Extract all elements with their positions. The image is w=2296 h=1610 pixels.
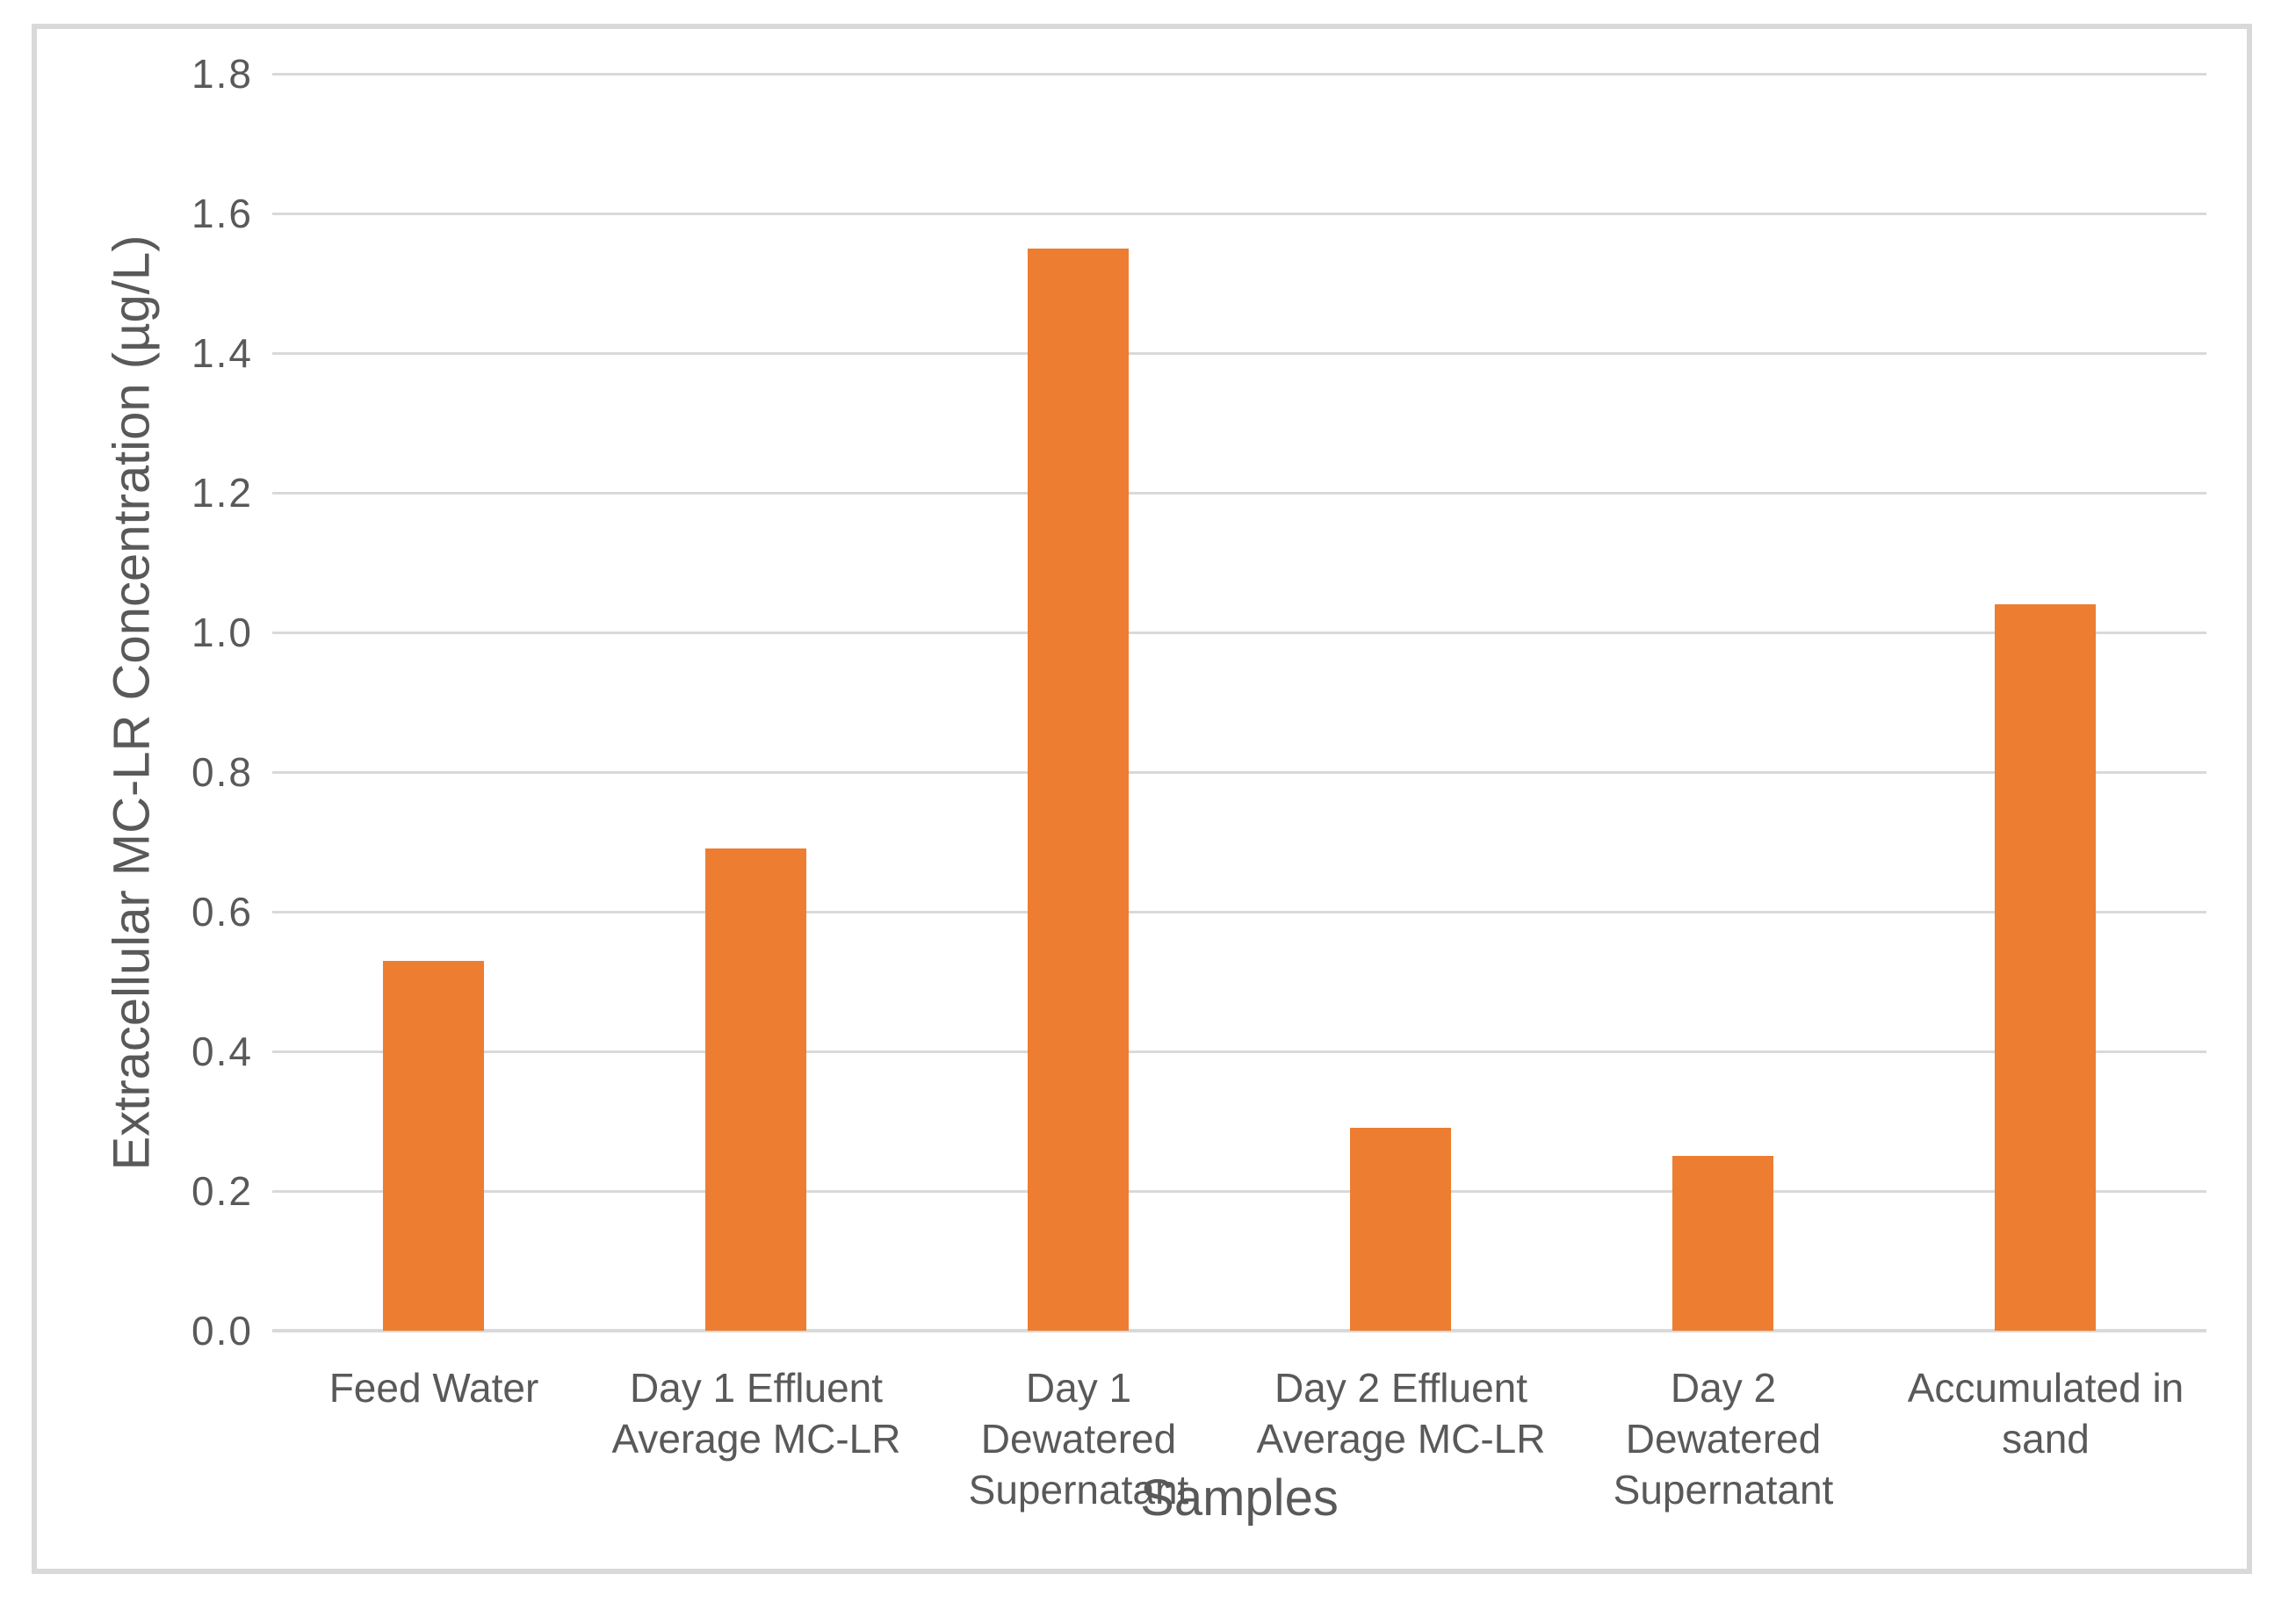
gridline-y-0.2 xyxy=(272,1190,2206,1193)
x-category-label-day-1-effluent-average-mc-lr: Day 1 Effluent Average MC-LR xyxy=(611,1365,901,1462)
x-category-label-day-1-dewatered-supernatant: Day 1 Dewatered Supernatant xyxy=(968,1365,1189,1513)
gridline-y-1.2 xyxy=(272,492,2206,495)
bar-accumulated-in-sand xyxy=(1995,604,2096,1331)
bar-feed-water xyxy=(383,961,484,1331)
bar-day-1-effluent-average-mc-lr xyxy=(705,848,806,1331)
bar-day-2-effluent-average-mc-lr xyxy=(1350,1128,1451,1331)
y-tick-label-1.8: 1.8 xyxy=(191,51,253,97)
y-tick-label-0.8: 0.8 xyxy=(191,749,253,795)
gridline-y-1.8 xyxy=(272,73,2206,76)
bar-day-2-dewatered-supernatant xyxy=(1672,1156,1773,1331)
y-tick-label-0.0: 0.0 xyxy=(191,1308,253,1354)
x-axis-line xyxy=(272,1329,2206,1332)
bar-day-1-dewatered-supernatant xyxy=(1028,249,1129,1331)
gridline-y-1.0 xyxy=(272,632,2206,634)
x-category-label-day-2-effluent-average-mc-lr: Day 2 Effluent Average MC-LR xyxy=(1256,1365,1546,1462)
y-tick-label-1.6: 1.6 xyxy=(191,191,253,236)
y-tick-label-1.0: 1.0 xyxy=(191,610,253,655)
x-category-label-feed-water: Feed Water xyxy=(329,1365,539,1411)
gridline-y-0.4 xyxy=(272,1050,2206,1053)
y-tick-label-0.4: 0.4 xyxy=(191,1029,253,1074)
gridline-y-1.6 xyxy=(272,213,2206,215)
x-category-label-day-2-dewatered-supernatant: Day 2 Dewatered Supernatant xyxy=(1613,1365,1834,1513)
x-category-label-accumulated-in-sand: Accumulated in sand xyxy=(1907,1365,2184,1462)
gridline-y-1.4 xyxy=(272,352,2206,355)
gridline-y-0.8 xyxy=(272,771,2206,774)
y-tick-label-1.2: 1.2 xyxy=(191,470,253,516)
y-tick-label-0.6: 0.6 xyxy=(191,889,253,935)
x-axis-title: Samples xyxy=(1140,1469,1339,1527)
chart-frame xyxy=(32,24,2252,1574)
gridline-y-0.6 xyxy=(272,911,2206,913)
y-tick-label-1.4: 1.4 xyxy=(191,330,253,376)
y-tick-label-0.2: 0.2 xyxy=(191,1168,253,1214)
